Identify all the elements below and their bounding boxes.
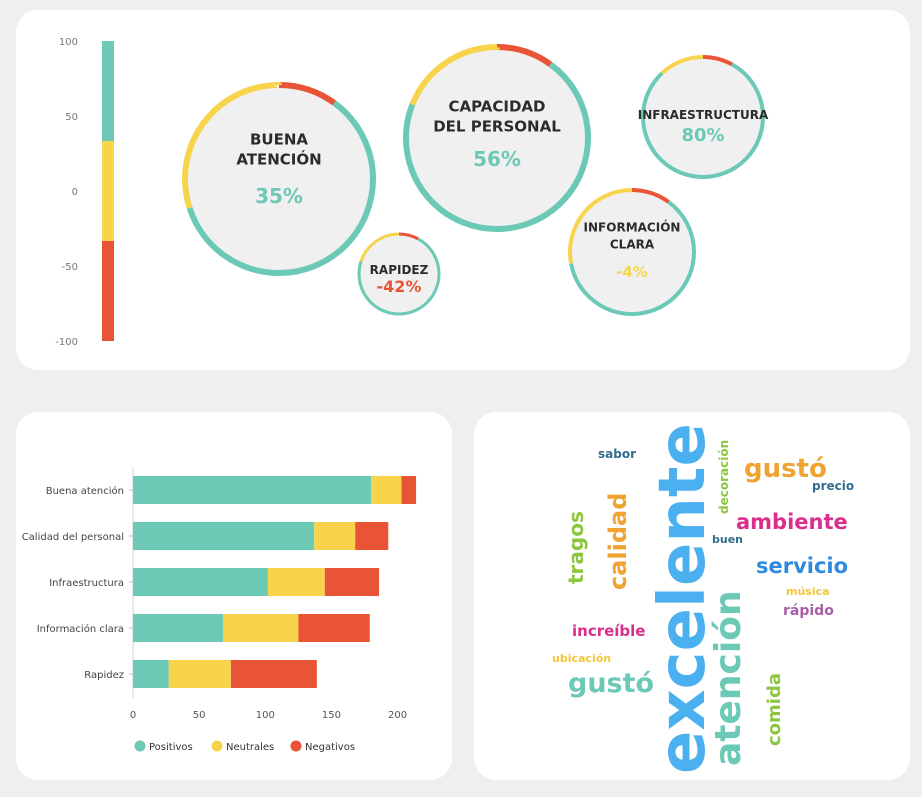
word-cloud-word: buen <box>712 533 743 546</box>
bar-segment-positivos <box>133 660 169 688</box>
y-tick-label: Rapidez <box>84 670 124 681</box>
word-cloud-word: rápido <box>783 603 834 619</box>
word-cloud-word: gustó <box>744 454 827 484</box>
bar-segment-positivos <box>133 522 315 550</box>
scale-positive-segment <box>102 41 114 141</box>
bubble-fill <box>359 234 439 314</box>
bubble-ring-neu <box>357 232 441 316</box>
scale-tick-label: 50 <box>65 112 78 123</box>
bar-segment-negativos <box>324 568 380 596</box>
bubble-value: -42% <box>377 277 422 296</box>
scale-neutral-segment <box>102 141 114 241</box>
scale-tick-label: 100 <box>58 37 78 48</box>
sentiment-scale-bar <box>102 41 114 341</box>
scale-tick-label: -50 <box>61 262 78 273</box>
word-cloud: sabor decoración gustó precio excelente calid… <box>474 412 910 780</box>
bubble-title: INFORMACIÓN <box>584 220 681 235</box>
bubble-value: 56% <box>473 147 521 171</box>
bubble-fill <box>570 190 694 314</box>
bubble-title: RAPIDEZ <box>370 263 429 277</box>
sentiment-bubbles-card: 100 50 0 -50 -100 BUENA ATENCIÓN 35% CAPACI… <box>16 10 910 370</box>
word-cloud-word: servicio <box>756 554 849 578</box>
bubble-ring-pos <box>568 188 696 316</box>
bubble-title: ATENCIÓN <box>236 150 321 169</box>
legend-label: Neutrales <box>226 742 274 753</box>
bubble-fill <box>406 47 588 229</box>
word-cloud-word: calidad <box>604 492 632 590</box>
scale-tick-label: -100 <box>55 337 78 348</box>
x-tick-label: 100 <box>256 710 275 721</box>
bar-segment-negativos <box>298 614 370 642</box>
word-cloud-word: excelente <box>646 423 720 774</box>
bar-segment-neutrales <box>371 476 402 504</box>
word-cloud-word: increíble <box>572 622 646 640</box>
word-cloud-word: ubicación <box>552 652 612 665</box>
word-cloud-word: sabor <box>598 447 636 461</box>
bar-segment-positivos <box>133 568 268 596</box>
word-cloud-word: atención <box>708 590 749 766</box>
x-tick-label: 200 <box>388 710 407 721</box>
bubble-ring-neu <box>403 44 591 232</box>
bar-segment-positivos <box>133 476 372 504</box>
x-tick-label: 50 <box>193 710 206 721</box>
word-cloud-card: sabor decoración gustó precio excelente calid… <box>474 412 910 780</box>
y-tick-label: Calidad del personal <box>22 532 124 543</box>
bar-segment-neutrales <box>168 660 231 688</box>
legend-label: Positivos <box>149 742 193 753</box>
bubble-ring-neu <box>568 188 696 316</box>
bar-segment-neutrales <box>222 614 299 642</box>
bubble-ring-pos <box>403 44 591 232</box>
legend-marker <box>134 740 146 752</box>
x-tick-label: 0 <box>130 710 136 721</box>
bubble-title: CLARA <box>610 238 655 252</box>
word-cloud-word: comida <box>764 673 785 746</box>
bubble-value: 80% <box>681 125 724 146</box>
bubble-fill <box>185 85 373 273</box>
bubble: CAPACIDAD DEL PERSONAL 56% <box>403 44 591 232</box>
bubble: INFRAESTRUCTURA 80% <box>638 55 769 179</box>
word-cloud-word: tragos <box>564 511 588 584</box>
bubble-ring-pos <box>357 232 441 316</box>
bubble-ring-neu <box>182 82 376 276</box>
bubble: INFORMACIÓN CLARA -4% <box>568 188 696 316</box>
bar-segment-neutrales <box>267 568 325 596</box>
bubble-title: CAPACIDAD <box>449 98 546 116</box>
bubble-title: DEL PERSONAL <box>433 118 561 136</box>
bubble-title: INFRAESTRUCTURA <box>638 108 769 122</box>
y-tick-label: Buena atención <box>46 485 124 497</box>
scale-negative-segment <box>102 241 114 341</box>
y-tick-label: Información clara <box>37 623 124 635</box>
word-cloud-word: precio <box>812 479 855 493</box>
bubble-ring-neu <box>641 55 765 179</box>
word-cloud-word: música <box>786 585 830 598</box>
word-cloud-word: ambiente <box>736 510 848 534</box>
stacked-bar-chart: Buena atención Calidad del personal Infrae… <box>22 468 417 753</box>
bubble-ring-pos <box>641 55 765 179</box>
legend-label: Negativos <box>305 742 355 753</box>
y-tick-label: Infraestructura <box>49 578 124 589</box>
legend-marker <box>211 740 223 752</box>
bar-segment-negativos <box>401 476 417 504</box>
bar-segment-negativos <box>230 660 317 688</box>
bubble-fill <box>643 57 763 177</box>
scale-tick-label: 0 <box>71 187 78 198</box>
bar-segment-neutrales <box>314 522 356 550</box>
bar-segment-negativos <box>355 522 389 550</box>
word-cloud-word: gustó <box>568 668 655 699</box>
bubble-title: BUENA <box>250 131 308 149</box>
bubble-value: -4% <box>616 263 648 281</box>
bubble: RAPIDEZ-42% <box>357 232 441 316</box>
x-tick-label: 150 <box>322 710 341 721</box>
bar-chart-card: Buena atención Calidad del personal Infrae… <box>16 412 452 780</box>
legend-marker <box>290 740 302 752</box>
bar-segment-positivos <box>133 614 223 642</box>
bubble-value: 35% <box>255 184 303 208</box>
bubble-ring-pos <box>182 82 376 276</box>
